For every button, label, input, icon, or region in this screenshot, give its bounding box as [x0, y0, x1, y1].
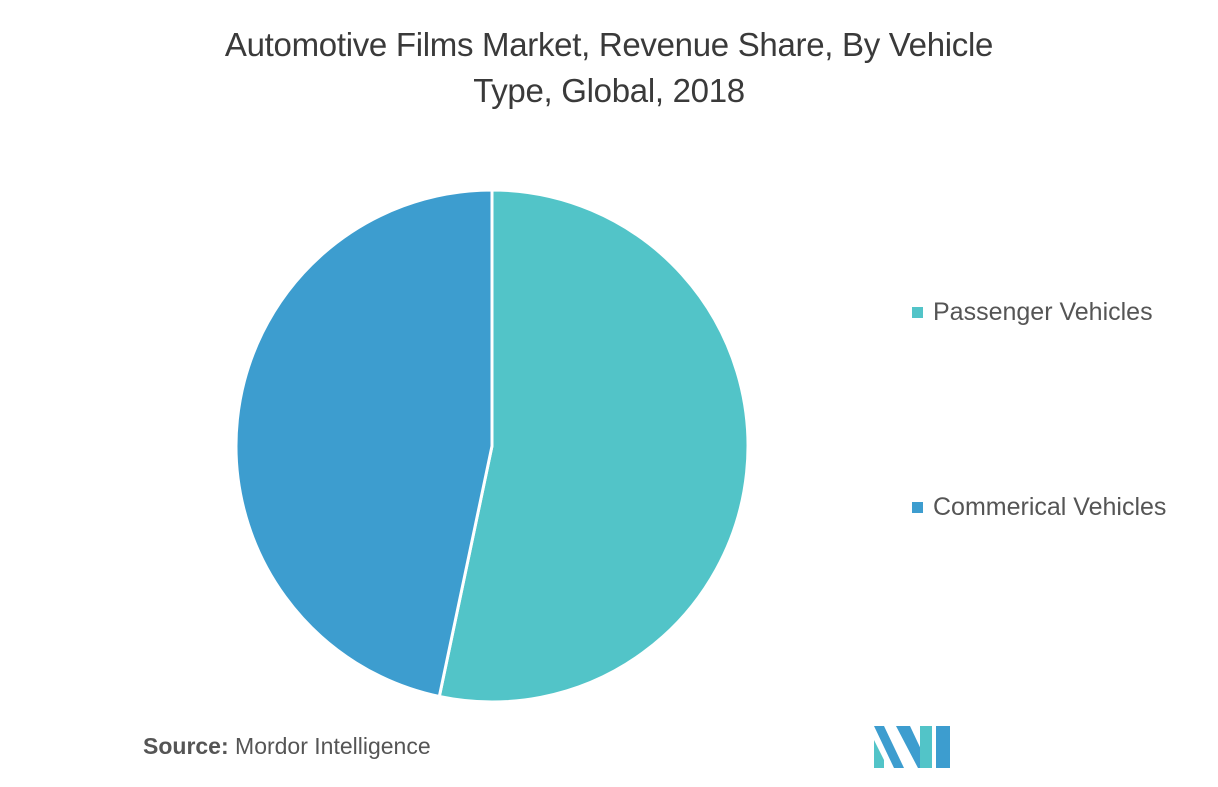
pie-slice-passenger-vehicles	[437, 188, 750, 704]
chart-title-line-1: Automotive Films Market, Revenue Share, …	[224, 26, 994, 63]
legend-label-commerical-vehicles: Commerical Vehicles	[933, 493, 1167, 521]
source-text: Mordor Intelligence	[228, 733, 431, 759]
legend-item-passenger-vehicles: Passenger Vehicles	[912, 298, 1153, 327]
chart-title: Automotive Films Market, Revenue Share, …	[0, 22, 1218, 114]
pie-slice-commerical-vehicles	[234, 188, 494, 699]
legend-swatch-commerical-vehicles	[912, 502, 923, 513]
legend-swatch-passenger-vehicles	[912, 307, 923, 318]
source-note: Source: Mordor Intelligence	[143, 733, 431, 760]
mordor-intelligence-logo-icon	[874, 726, 950, 768]
source-prefix: Source:	[143, 733, 229, 759]
chart-title-line-2: Type, Global, 2018	[473, 72, 745, 109]
legend-item-commerical-vehicles: Commerical Vehicles	[912, 493, 1166, 522]
legend-label-passenger-vehicles: Passenger Vehicles	[933, 298, 1153, 326]
